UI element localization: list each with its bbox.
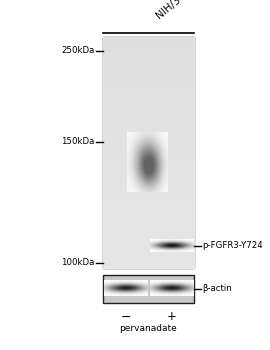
Bar [103, 275, 194, 303]
Text: 150kDa: 150kDa [61, 137, 94, 146]
Text: β-actin: β-actin [202, 284, 232, 293]
Text: −: − [120, 310, 131, 323]
Text: +: + [167, 310, 176, 323]
Bar [103, 37, 194, 268]
Text: p-FGFR3-Y724: p-FGFR3-Y724 [202, 241, 263, 250]
Text: 250kDa: 250kDa [61, 46, 94, 55]
Text: 100kDa: 100kDa [61, 258, 94, 267]
Text: pervanadate: pervanadate [120, 324, 177, 334]
Text: NIH/3T3: NIH/3T3 [154, 0, 192, 21]
